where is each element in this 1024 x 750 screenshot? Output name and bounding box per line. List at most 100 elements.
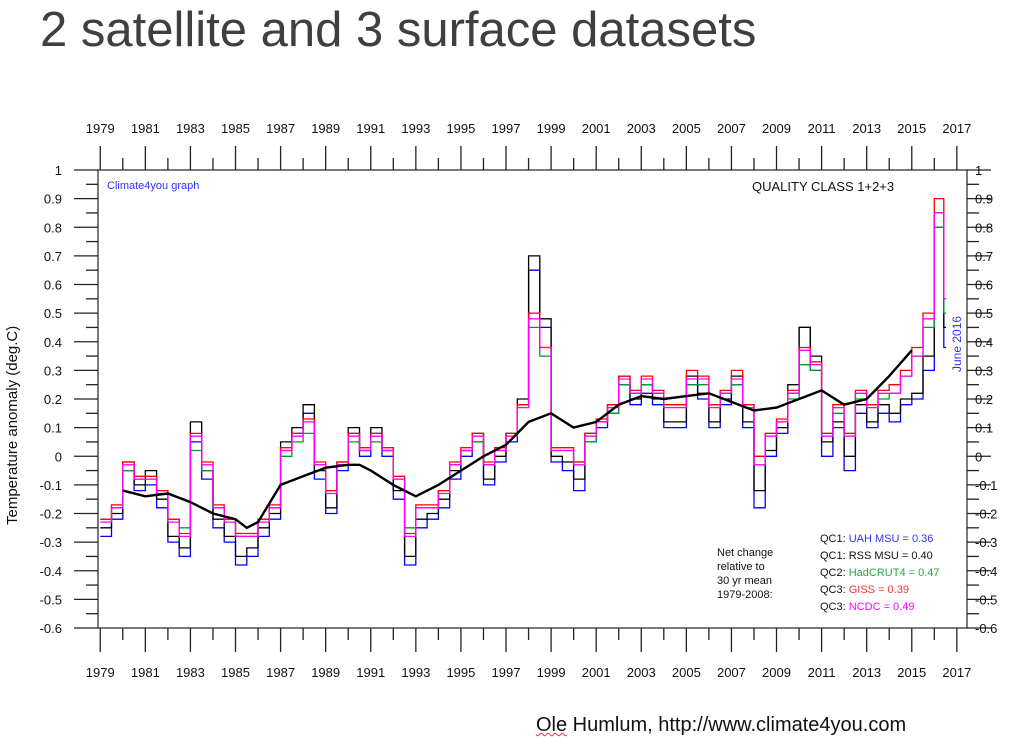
y-tick-label-right: -0.4 bbox=[975, 564, 997, 579]
y-tick-label-right: 0 bbox=[975, 449, 982, 464]
slide-title: 2 satellite and 3 surface datasets bbox=[40, 3, 757, 57]
y-tick-label-right: -0.3 bbox=[975, 535, 997, 550]
y-tick-label-left: -0.6 bbox=[40, 621, 62, 636]
x-tick-label-top: 1997 bbox=[492, 121, 521, 136]
axes: 1979 1979 1981 1981 1983 1983 1985 1985 1987 1987… bbox=[40, 121, 998, 680]
footer-author: Ole bbox=[536, 714, 568, 736]
y-tick-label-left: 1 bbox=[55, 163, 62, 178]
x-tick-label-bottom: 2001 bbox=[582, 665, 611, 680]
x-tick-label-top: 2011 bbox=[808, 121, 836, 136]
panel-title: QUALITY CLASS 1+2+3 bbox=[752, 179, 894, 194]
x-tick-label-top: 1981 bbox=[131, 121, 160, 136]
y-tick-label-right: 0.4 bbox=[975, 335, 993, 350]
x-tick-label-bottom: 1997 bbox=[492, 665, 521, 680]
legend-entry: QC2: HadCRUT4 = 0.47 bbox=[820, 567, 940, 579]
x-tick-label-bottom: 2009 bbox=[762, 665, 791, 680]
x-tick-label-bottom: 2005 bbox=[672, 665, 701, 680]
y-tick-label-right: 0.1 bbox=[975, 421, 993, 436]
net-change-note: Net change relative to 30 yr mean 1979-2… bbox=[717, 547, 773, 601]
legend-entry: QC3: GISS = 0.39 bbox=[820, 584, 909, 596]
y-tick-label-right: 0.7 bbox=[975, 249, 993, 264]
series-line-ncdc bbox=[100, 212, 946, 538]
y-tick-label-right: 1 bbox=[975, 163, 982, 178]
y-tick-label-right: 0.3 bbox=[975, 363, 993, 378]
note-line: Net change bbox=[717, 547, 773, 559]
footer-text: Humlum, http://www.climate4you.com bbox=[567, 714, 907, 736]
x-tick-label-bottom: 1981 bbox=[131, 665, 160, 680]
y-tick-label-left: 0.7 bbox=[44, 249, 62, 264]
series-line-uah-msu bbox=[100, 226, 946, 566]
x-tick-label-top: 2007 bbox=[717, 121, 746, 136]
running-mean bbox=[122, 349, 913, 530]
y-tick-label-right: -0.5 bbox=[975, 592, 997, 607]
x-tick-label-top: 1983 bbox=[176, 121, 205, 136]
x-tick-label-top: 2005 bbox=[672, 121, 701, 136]
y-tick-label-left: 0.8 bbox=[44, 220, 62, 235]
series-line-hadcrut4 bbox=[100, 226, 946, 538]
x-tick-label-top: 2001 bbox=[582, 121, 611, 136]
x-tick-label-bottom: 2003 bbox=[627, 665, 656, 680]
y-tick-label-left: 0.5 bbox=[44, 306, 62, 321]
x-tick-label-top: 2015 bbox=[897, 121, 926, 136]
x-tick-label-top: 1999 bbox=[537, 121, 566, 136]
x-tick-label-top: 2003 bbox=[627, 121, 656, 136]
series-lines bbox=[100, 197, 946, 566]
note-line: relative to bbox=[717, 561, 765, 573]
x-tick-label-top: 1989 bbox=[311, 121, 340, 136]
running-mean-line bbox=[122, 349, 913, 530]
x-tick-label-top: 2013 bbox=[852, 121, 881, 136]
x-tick-label-top: 1995 bbox=[446, 121, 475, 136]
x-tick-label-bottom: 1983 bbox=[176, 665, 205, 680]
note-line: 1979-2008: bbox=[717, 589, 773, 601]
y-tick-label-right: 0.8 bbox=[975, 220, 993, 235]
y-axis-label: Temperature anomaly (deg.C) bbox=[4, 326, 21, 525]
y-tick-label-right: -0.1 bbox=[975, 478, 997, 493]
note-line: 30 yr mean bbox=[717, 575, 772, 587]
x-tick-label-top: 1993 bbox=[401, 121, 430, 136]
y-tick-label-left: 0.9 bbox=[44, 192, 62, 207]
series-line-giss bbox=[100, 197, 946, 535]
x-tick-label-top: 2017 bbox=[942, 121, 971, 136]
y-tick-label-right: -0.6 bbox=[975, 621, 997, 636]
y-tick-label-left: -0.4 bbox=[40, 564, 62, 579]
y-tick-label-right: 0.5 bbox=[975, 306, 993, 321]
footer-credit: Ole Humlum, http://www.climate4you.com bbox=[536, 714, 906, 737]
x-tick-label-bottom: 2013 bbox=[852, 665, 881, 680]
x-tick-label-bottom: 2015 bbox=[897, 665, 926, 680]
legend: QC1: UAH MSU = 0.36 QC1: RSS MSU = 0.40 QC… bbox=[820, 533, 940, 613]
x-tick-label-bottom: 1987 bbox=[266, 665, 295, 680]
x-tick-label-top: 2009 bbox=[762, 121, 791, 136]
x-tick-label-top: 1979 bbox=[86, 121, 115, 136]
plot-frame bbox=[97, 169, 968, 629]
y-tick-label-left: 0.3 bbox=[44, 363, 62, 378]
y-tick-label-left: 0 bbox=[55, 449, 62, 464]
x-tick-label-bottom: 2011 bbox=[808, 665, 836, 680]
y-tick-label-left: 0.1 bbox=[44, 421, 62, 436]
y-tick-label-left: -0.1 bbox=[40, 478, 62, 493]
x-tick-label-top: 1985 bbox=[221, 121, 250, 136]
legend-entry: QC1: UAH MSU = 0.36 bbox=[820, 533, 933, 545]
x-tick-label-bottom: 1995 bbox=[446, 665, 475, 680]
date-note: June 2016 bbox=[950, 316, 964, 372]
x-tick-label-top: 1991 bbox=[356, 121, 385, 136]
x-tick-label-bottom: 1993 bbox=[401, 665, 430, 680]
y-tick-label-right: 0.9 bbox=[975, 192, 993, 207]
watermark: Climate4you graph bbox=[107, 180, 199, 192]
y-tick-label-left: 0.6 bbox=[44, 278, 62, 293]
x-tick-label-bottom: 1999 bbox=[537, 665, 566, 680]
x-tick-label-bottom: 2007 bbox=[717, 665, 746, 680]
x-tick-label-top: 1987 bbox=[266, 121, 295, 136]
y-tick-label-left: -0.5 bbox=[40, 592, 62, 607]
x-tick-label-bottom: 1979 bbox=[86, 665, 115, 680]
x-tick-label-bottom: 1985 bbox=[221, 665, 250, 680]
x-tick-label-bottom: 2017 bbox=[942, 665, 971, 680]
y-tick-label-right: -0.2 bbox=[975, 507, 997, 522]
x-tick-label-bottom: 1991 bbox=[356, 665, 385, 680]
y-tick-label-right: 0.2 bbox=[975, 392, 993, 407]
y-tick-label-right: 0.6 bbox=[975, 278, 993, 293]
series-line-rss-msu bbox=[100, 212, 946, 558]
y-tick-label-left: -0.3 bbox=[40, 535, 62, 550]
y-tick-label-left: -0.2 bbox=[40, 507, 62, 522]
legend-entry: QC1: RSS MSU = 0.40 bbox=[820, 550, 933, 562]
